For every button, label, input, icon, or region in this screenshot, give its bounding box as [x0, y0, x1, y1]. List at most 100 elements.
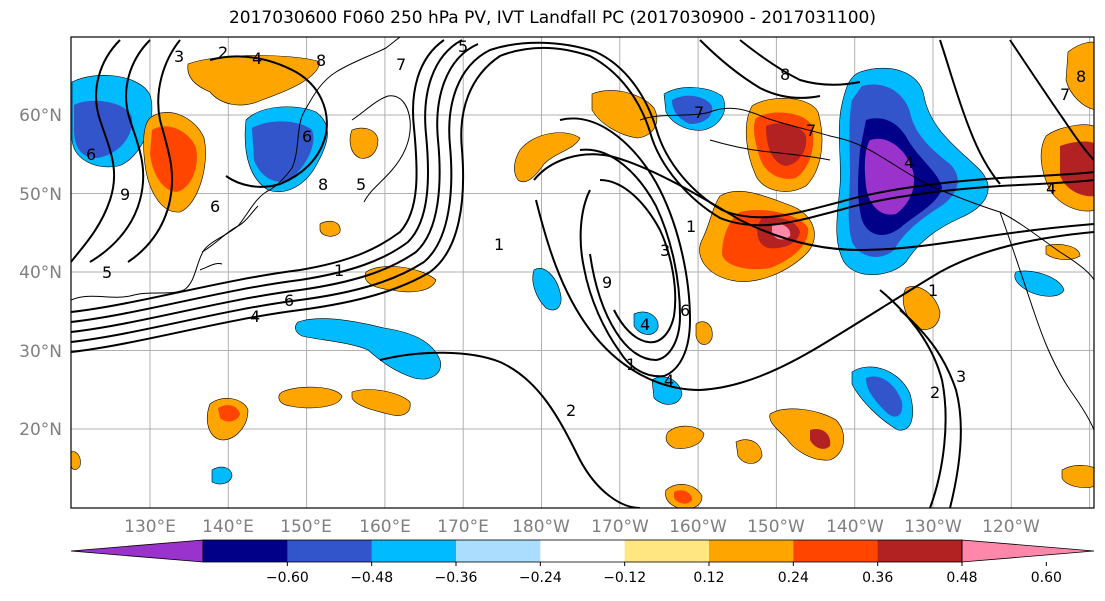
clabel-17: 1	[626, 355, 636, 374]
clabel-1: 3	[174, 47, 184, 66]
clabel-4: 8	[316, 51, 326, 70]
clabel-31: 4	[904, 153, 914, 172]
contour-trough-3	[599, 179, 677, 344]
clabel-20: 8	[780, 65, 790, 84]
lat-label-40n: 40°N	[19, 263, 62, 283]
contour-jet-3	[71, 43, 479, 333]
lon-label-160e: 160°E	[359, 517, 411, 537]
contour-bering-7	[699, 39, 821, 99]
pos-anomaly-163w-12n-core	[674, 490, 692, 504]
lon-label-160w: 160°W	[669, 517, 727, 537]
clabel-18: 2	[566, 401, 576, 420]
colorbar-cell	[203, 540, 288, 562]
pos-anomaly-125w-35n	[902, 286, 941, 330]
colorbar-extend-min	[70, 539, 204, 563]
pos-anomaly-175w	[514, 132, 581, 183]
colorbar-cell	[624, 540, 710, 562]
clabel-7: 6	[86, 145, 96, 164]
pos-anomaly-155w-18n	[735, 439, 763, 464]
contour-bering-8	[739, 39, 861, 86]
pos-anomaly-163e-40n	[364, 266, 437, 293]
coastlines	[71, 37, 1094, 431]
clabel-6: 7	[396, 55, 406, 74]
clabel-29: 6	[210, 197, 220, 216]
clabel-30: 5	[102, 263, 112, 282]
neg-anomaly-15n	[211, 466, 233, 485]
lon-label-120w: 120°W	[982, 517, 1040, 537]
neg-anomaly-133w-25n-core	[866, 376, 903, 417]
lat-label-30n: 30°N	[19, 342, 62, 362]
lon-label-150w: 150°W	[747, 517, 805, 537]
pos-anomaly-160e	[319, 220, 341, 237]
colorbar-label: 0.12	[693, 570, 724, 586]
contour-west-1	[71, 39, 121, 263]
contour-subtrop-2	[379, 351, 641, 508]
lat-label-20n: 20°N	[19, 420, 62, 440]
colorbar-cell	[793, 540, 879, 562]
contour-subtrop-3	[899, 309, 962, 508]
clabel-28: 8	[1076, 67, 1086, 86]
neg-anomaly-30n	[295, 318, 441, 380]
lat-label-50n: 50°N	[19, 185, 62, 205]
contour-trough-5	[535, 199, 1094, 392]
pv-contours	[71, 39, 1094, 508]
colorbar-cell	[456, 540, 541, 562]
clabel-13: 1	[686, 217, 696, 236]
pos-anomaly-25n-b	[351, 389, 411, 416]
contour-trough-4	[533, 153, 1094, 252]
pos-anomaly-163w	[591, 90, 658, 139]
colorbar-cell	[877, 540, 963, 562]
contour-west-2	[89, 39, 151, 263]
colorbar-cell	[709, 540, 794, 562]
contour-jet-5	[71, 39, 445, 313]
neg-anomaly-177w	[532, 268, 562, 311]
lon-label-150e: 150°E	[280, 517, 332, 537]
clabel-15: 6	[680, 301, 690, 320]
clabel-23: 4	[1046, 179, 1056, 198]
contour-subtrop-4	[879, 289, 947, 508]
colorbar-outline	[202, 539, 963, 563]
clabel-27: 7	[1060, 85, 1070, 104]
clabel-3: 4	[252, 49, 262, 68]
lon-label-140e: 140°E	[202, 517, 254, 537]
coast-na-west	[999, 211, 1094, 431]
colorbar: −0.60 −0.48 −0.36 −0.24 −0.12 0.12 0.24 0.36 0.4…	[70, 539, 1095, 586]
pos-anomaly-22n-core	[218, 405, 240, 422]
clabel-35: 7	[806, 121, 816, 140]
colorbar-label: 0.24	[778, 570, 809, 586]
pos-anomaly-162w-35n	[695, 321, 713, 345]
neg-anomaly-167w	[633, 311, 659, 335]
clabel-33: 5	[356, 175, 366, 194]
clabel-25: 2	[930, 383, 940, 402]
contour-west-3	[127, 39, 181, 263]
clabel-10: 1	[334, 261, 344, 280]
pos-anomaly-115w-15n	[1061, 465, 1094, 488]
colorbar-extend-max	[961, 539, 1095, 563]
coast-alaska	[639, 107, 1094, 281]
contour-east-2	[1009, 39, 1094, 161]
pos-anomaly-160w-20n	[665, 425, 705, 449]
pos-anomaly-135e-core	[150, 126, 197, 192]
clabel-34: 6	[302, 127, 312, 146]
contour-jet-1	[71, 46, 1094, 353]
clabel-11: 4	[250, 307, 260, 326]
contour-jet-4	[71, 39, 463, 323]
colorbar-cell	[287, 540, 373, 562]
lon-label-170w: 170°W	[591, 517, 649, 537]
clabel-22: 6	[284, 291, 294, 310]
coast-asia	[71, 37, 401, 301]
coast-aleutians	[709, 139, 831, 161]
contour-trough-1	[559, 117, 692, 378]
colorbar-label: −0.36	[435, 570, 478, 586]
lon-label-180w: 180°W	[512, 517, 570, 537]
clabel-26: 3	[956, 367, 966, 386]
pos-anomaly-25n-a	[278, 386, 343, 409]
lat-label-60n: 60°N	[19, 106, 62, 126]
clabel-24: 1	[928, 281, 938, 300]
map-frame	[70, 36, 1095, 509]
clabel-12: 3	[660, 241, 670, 260]
contour-trough-2	[579, 148, 682, 362]
pv-shading	[71, 41, 1094, 508]
clabel-8: 8	[318, 175, 328, 194]
clabel-5: 5	[458, 37, 468, 56]
